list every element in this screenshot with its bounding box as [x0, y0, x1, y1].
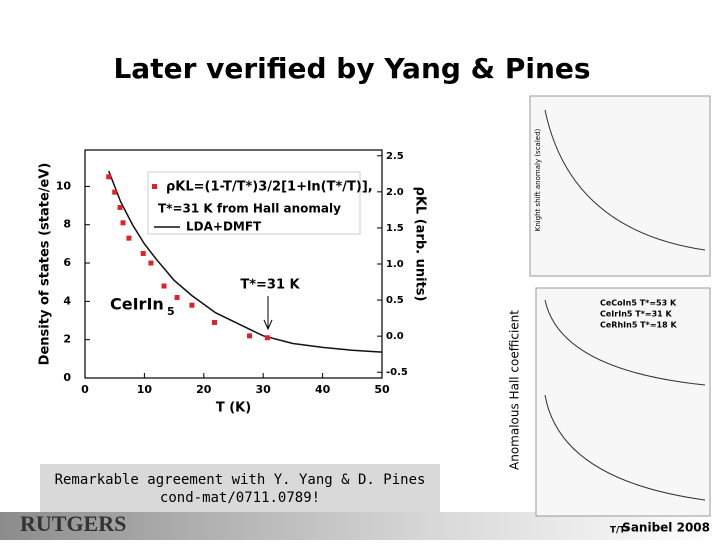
slide-title: Later verified by Yang & Pines — [113, 52, 590, 85]
x-tick-label: 40 — [315, 383, 331, 396]
y-tick-label: 4 — [63, 294, 71, 307]
caption-line: Remarkable agreement with Y. Yang & D. P… — [55, 472, 426, 488]
y-axis-label: Density of states (state/eV) — [38, 163, 53, 366]
data-point — [117, 204, 123, 210]
data-point — [174, 295, 180, 301]
x-tick-label: 30 — [256, 383, 272, 396]
compound-subscript: 5 — [167, 305, 175, 318]
data-point — [247, 333, 253, 339]
data-point — [148, 260, 154, 266]
arrow — [263, 296, 273, 331]
data-point — [126, 235, 132, 241]
side-legend: CeIrIn5 T*=31 K — [600, 310, 673, 319]
main-chart: 0 10 20 30 40 50 0 2 4 6 8 10 -0.5 0.0 0.5 1.0 1.5 2.0 2.5… — [38, 149, 428, 416]
legend-box — [147, 171, 361, 235]
legend-label: LDA+DMFT — [186, 220, 262, 234]
caption-line: cond-mat/0711.0789! — [160, 490, 320, 506]
data-point — [161, 283, 167, 289]
x-axis-label: T (K) — [216, 401, 251, 416]
y2-tick-label: 1.0 — [386, 259, 404, 270]
legend-label: ρKL=(1-T/T*)3/2[1+ln(T*/T)], — [166, 180, 373, 195]
side-legend: CeCoIn5 T*=53 K — [600, 299, 677, 308]
side-legend: CeRhIn5 T*=18 K — [600, 321, 677, 330]
compound-label: CeIrIn — [110, 295, 164, 314]
data-point — [211, 319, 217, 325]
y2-tick-label: 2.5 — [386, 151, 404, 162]
annotation: T*=31 K — [240, 278, 300, 293]
footer-bar — [0, 512, 720, 540]
side-curve — [544, 299, 706, 386]
y-tick-label: 0 — [63, 371, 71, 384]
data-point — [112, 189, 118, 195]
side-curve — [544, 394, 706, 501]
curve — [108, 170, 383, 353]
x-tick-label: 50 — [374, 383, 390, 396]
caption-box — [40, 464, 440, 512]
y-tick-label: 10 — [56, 179, 72, 192]
y2-tick-label: 0.5 — [386, 295, 404, 306]
y2-tick-label: 2.0 — [386, 187, 404, 198]
y2-tick-label: 1.5 — [386, 223, 404, 234]
data-point — [189, 302, 195, 308]
side-curve — [544, 109, 706, 251]
y-tick-label: 2 — [63, 333, 71, 346]
y2-tick-label: -0.5 — [386, 367, 408, 378]
data-point — [106, 174, 112, 180]
side-panel — [535, 287, 711, 517]
y-tick-label: 6 — [63, 256, 71, 269]
side-ylabel: Anomalous Hall coefficient — [508, 310, 522, 470]
x-tick-label: 20 — [196, 383, 212, 396]
y-tick-label: 8 — [63, 218, 71, 231]
data-point — [120, 220, 126, 226]
legend-note: T*=31 K from Hall anomaly — [158, 202, 341, 216]
data-point — [140, 250, 146, 256]
side-xlabel: T/T* — [610, 526, 631, 536]
legend-swatch — [152, 184, 157, 189]
x-tick-label: 10 — [137, 383, 153, 396]
y2-tick-label: 0.0 — [386, 331, 404, 342]
logo: RUTGERS — [20, 511, 126, 536]
side-ylabel: Knight shift anomaly (scaled) — [534, 128, 542, 231]
y2-axis-label: ρKL (arb. units) — [413, 187, 428, 302]
side-panel — [529, 95, 711, 277]
x-tick-label: 0 — [81, 383, 89, 396]
data-point — [264, 335, 270, 341]
venue: Sanibel 2008 — [622, 521, 710, 535]
